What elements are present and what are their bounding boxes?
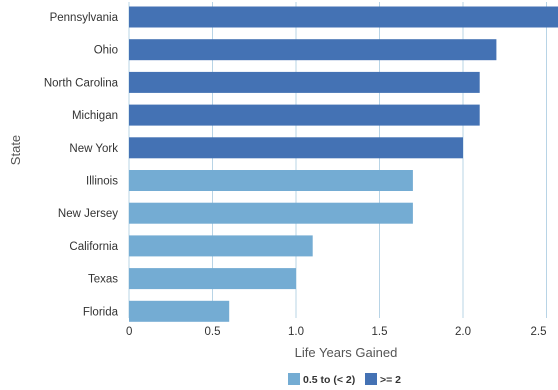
legend-swatch-low: [288, 373, 300, 385]
bar-michigan: [129, 104, 480, 126]
bar-new-jersey: [129, 202, 413, 224]
category-label: Michigan: [72, 110, 118, 122]
bar-illinois: [129, 170, 413, 191]
legend-label-high: >= 2: [380, 374, 401, 386]
bar-ohio: [129, 39, 497, 61]
category-label: Florida: [83, 306, 119, 318]
y-axis-title: State: [8, 135, 23, 165]
legend-swatch-high: [365, 373, 377, 385]
x-axis-title: Life Years Gained: [295, 345, 398, 360]
bar-texas: [129, 268, 296, 290]
category-label: Pennsylvania: [50, 12, 119, 24]
category-label: Texas: [88, 274, 118, 286]
x-tick-labels: 0 0.5 1.0 1.5 2.0 2.5: [126, 326, 547, 338]
bars: [129, 6, 558, 322]
category-label: Illinois: [86, 176, 118, 188]
bar-florida: [129, 300, 230, 322]
x-tick-label: 2.5: [531, 326, 547, 338]
bar-new-york: [129, 137, 463, 159]
x-tick-label: 1.0: [288, 326, 304, 338]
category-label: Ohio: [94, 45, 118, 57]
legend-label-low: 0.5 to (< 2): [303, 374, 355, 386]
legend: 0.5 to (< 2) >= 2: [288, 373, 401, 386]
x-tick-label: 2.0: [455, 326, 471, 338]
bar-california: [129, 235, 313, 257]
category-label: New York: [69, 143, 118, 155]
category-label: California: [69, 241, 118, 253]
x-tick-label: 1.5: [372, 326, 388, 338]
bar-north-carolina: [129, 71, 480, 93]
category-labels: Pennsylvania Ohio North Carolina Michigan Ne…: [44, 12, 119, 318]
bar-pennsylvania: [129, 6, 558, 28]
category-label: North Carolina: [44, 77, 119, 89]
x-tick-label: 0: [126, 326, 132, 338]
category-label: New Jersey: [58, 208, 118, 220]
x-tick-label: 0.5: [205, 326, 221, 338]
